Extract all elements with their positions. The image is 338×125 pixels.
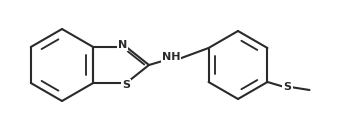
Text: NH: NH (162, 52, 180, 62)
Text: S: S (284, 82, 291, 92)
Text: S: S (122, 80, 130, 90)
Text: N: N (118, 40, 127, 50)
